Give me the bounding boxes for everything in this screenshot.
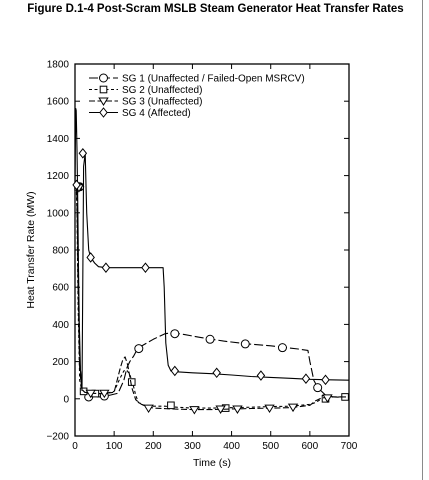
data-point-diamond xyxy=(72,179,81,191)
data-point-triangle xyxy=(99,389,110,399)
legend-marker-square xyxy=(99,85,108,94)
data-point-triangle xyxy=(287,403,299,413)
x-tick-label: 300 xyxy=(184,441,201,452)
legend-entry-1: SG 1 (Unaffected / Failed-Open MSRCV) xyxy=(89,73,305,85)
y-tick-label: 1400 xyxy=(47,134,70,145)
series-line-2 xyxy=(74,184,349,409)
data-point-diamond xyxy=(86,252,95,263)
y-axis-label: Heat Transfer Rate (MW) xyxy=(25,191,37,308)
legend-marker-diamond xyxy=(99,107,108,118)
data-point-diamond xyxy=(212,367,221,379)
data-point-triangle xyxy=(143,404,154,414)
x-tick-label: 100 xyxy=(106,441,123,452)
legend-label: SG 4 (Affected) xyxy=(122,108,191,119)
legend-marker-circle xyxy=(99,73,108,83)
data-point-diamond xyxy=(78,147,88,159)
legend-entry-4: SG 4 (Affected) xyxy=(89,107,191,119)
x-tick-label: 200 xyxy=(145,441,162,452)
legend-label: SG 3 (Unaffected) xyxy=(122,97,202,108)
y-tick-label: 1000 xyxy=(47,208,70,219)
data-point-diamond xyxy=(301,373,311,385)
legend-label: SG 2 (Unaffected) xyxy=(122,85,202,96)
data-point-circle xyxy=(277,343,287,353)
series-line-4 xyxy=(74,108,350,391)
data-point-triangle xyxy=(189,406,200,415)
data-point-triangle xyxy=(232,405,243,414)
x-axis-label: Time (s) xyxy=(193,457,231,469)
legend-entry-2: SG 2 (Unaffected) xyxy=(89,85,202,96)
data-point-circle xyxy=(205,334,215,344)
x-tick-label: 700 xyxy=(341,441,358,452)
data-point-circle xyxy=(240,339,250,349)
y-tick-label: 0 xyxy=(63,394,69,405)
legend: SG 1 (Unaffected / Failed-Open MSRCV)SG … xyxy=(89,73,305,119)
x-tick-label: 400 xyxy=(223,441,240,452)
y-tick-label: 1600 xyxy=(47,97,70,108)
y-tick-label: 1800 xyxy=(47,60,70,71)
y-tick-label: 1200 xyxy=(47,171,70,182)
data-point-circle xyxy=(134,344,144,354)
series-layer xyxy=(72,108,350,415)
series-4 xyxy=(72,108,350,391)
y-tick-label: −200 xyxy=(46,432,69,443)
y-tick-label: 800 xyxy=(52,246,69,257)
legend-label: SG 1 (Unaffected / Failed-Open MSRCV) xyxy=(122,74,305,85)
series-line-1 xyxy=(74,182,350,399)
data-point-triangle xyxy=(264,404,275,414)
data-point-triangle xyxy=(85,389,96,399)
legend-marker-triangle xyxy=(98,97,109,106)
data-point-triangle xyxy=(322,394,333,403)
data-point-triangle xyxy=(215,405,226,414)
y-tick-label: 400 xyxy=(52,320,69,331)
x-tick-label: 600 xyxy=(302,441,319,452)
data-point-diamond xyxy=(170,365,180,377)
data-point-square xyxy=(167,401,175,410)
data-point-diamond xyxy=(321,374,330,386)
series-3 xyxy=(73,182,349,415)
x-tick-label: 500 xyxy=(262,441,279,452)
page-right-border xyxy=(422,0,423,480)
data-point-diamond xyxy=(256,370,266,381)
series-line-3 xyxy=(74,182,349,411)
data-point-circle xyxy=(170,329,180,339)
page-title: Figure D.1-4 Post-Scram MSLB Steam Gener… xyxy=(27,3,404,15)
legend-entry-3: SG 3 (Unaffected) xyxy=(89,97,202,108)
y-tick-label: 600 xyxy=(52,283,69,294)
data-point-diamond xyxy=(141,262,150,273)
series-1 xyxy=(74,182,350,402)
data-point-diamond xyxy=(101,262,111,273)
y-tick-label: 200 xyxy=(52,357,69,368)
data-point-circle xyxy=(313,383,323,393)
x-tick-label: 0 xyxy=(72,441,78,452)
